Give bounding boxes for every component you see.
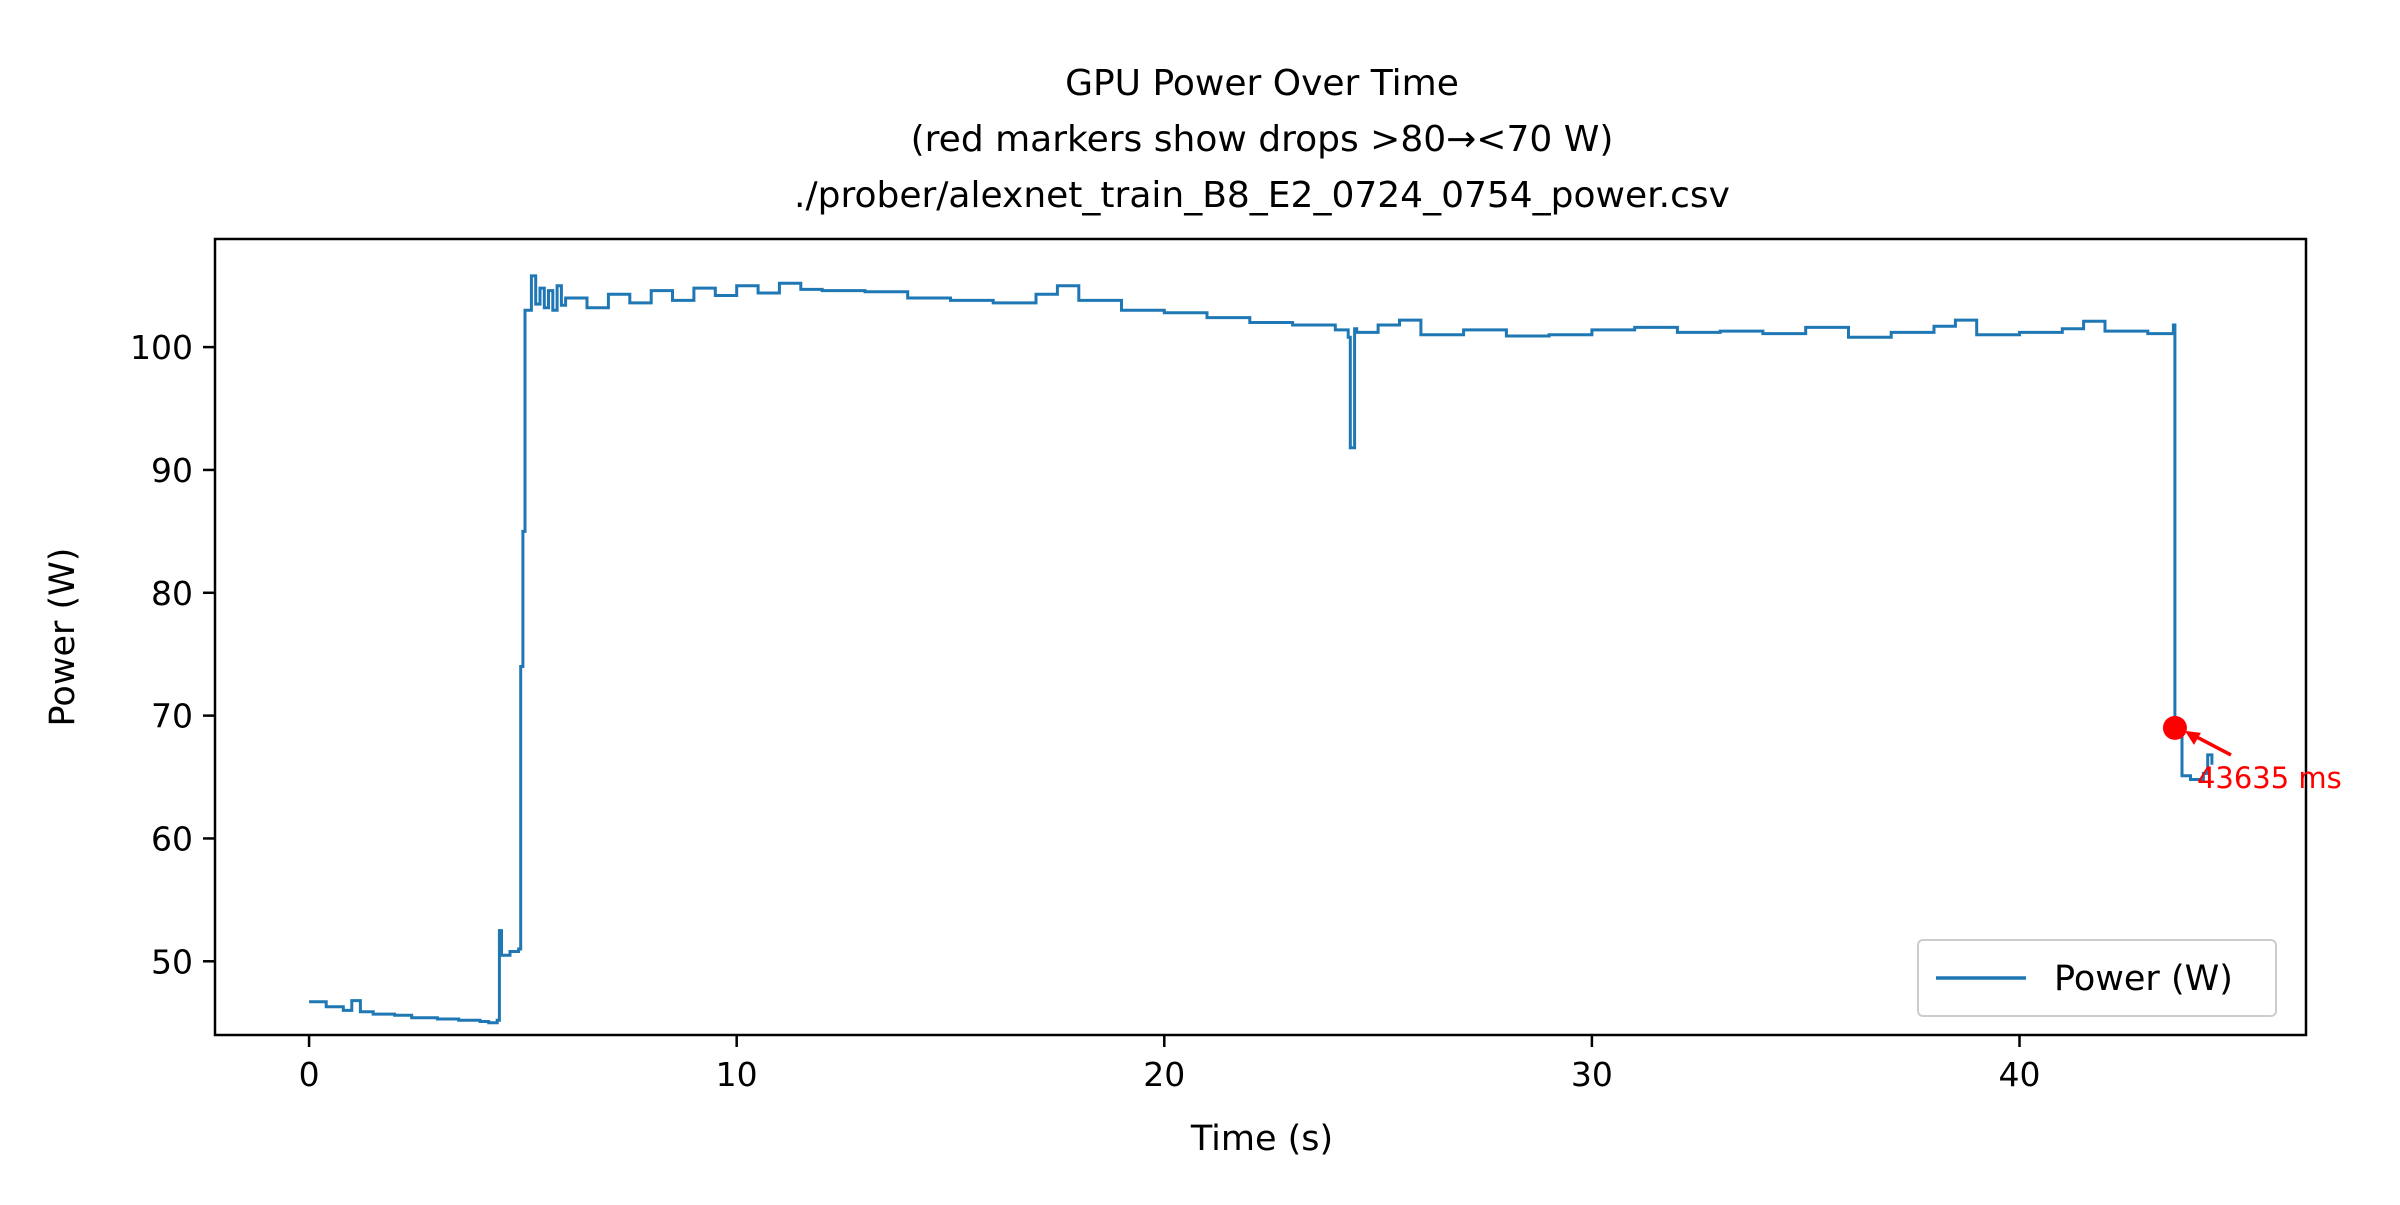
y-tick-label: 100 [130, 328, 193, 367]
annotation-arrow-head [2184, 730, 2201, 745]
x-tick-label: 10 [716, 1055, 758, 1094]
chart-title-line-2: (red markers show drops >80→<70 W) [911, 119, 1614, 160]
annotations: 43635 ms [2162, 715, 2342, 795]
x-tick-label: 0 [299, 1055, 320, 1094]
legend-box [1917, 939, 2277, 1017]
axis-ticks: 0 10 20 30 40 50 60 70 80 90 100 [130, 237, 2308, 1094]
chart-title: GPU Power Over Time (red markers show dr… [794, 63, 1730, 216]
y-axis-label: Power (W) [43, 548, 83, 727]
y-tick-label: 60 [151, 819, 193, 858]
y-tick-label: 80 [151, 574, 193, 613]
chart-title-line-1: GPU Power Over Time [1065, 63, 1459, 104]
series-line-power [309, 274, 2214, 1025]
annotation-label: 43635 ms [2197, 761, 2342, 795]
legend-entry-power: Power (W) [2054, 959, 2233, 999]
chart-title-line-3: ./prober/alexnet_train_B8_E2_0724_0754_p… [794, 175, 1730, 216]
y-tick-label: 50 [151, 942, 193, 981]
x-axis-label: Time (s) [1190, 1119, 1333, 1159]
legend: Power (W) [1917, 939, 2277, 1017]
y-tick-label: 90 [151, 451, 193, 490]
drop-marker [2162, 715, 2187, 740]
axes-frame [213, 237, 2308, 1037]
x-tick-label: 30 [1571, 1055, 1613, 1094]
x-tick-label: 20 [1143, 1055, 1185, 1094]
x-tick-label: 40 [1999, 1055, 2041, 1094]
y-tick-label: 70 [151, 697, 193, 736]
plot-area [309, 274, 2214, 1025]
